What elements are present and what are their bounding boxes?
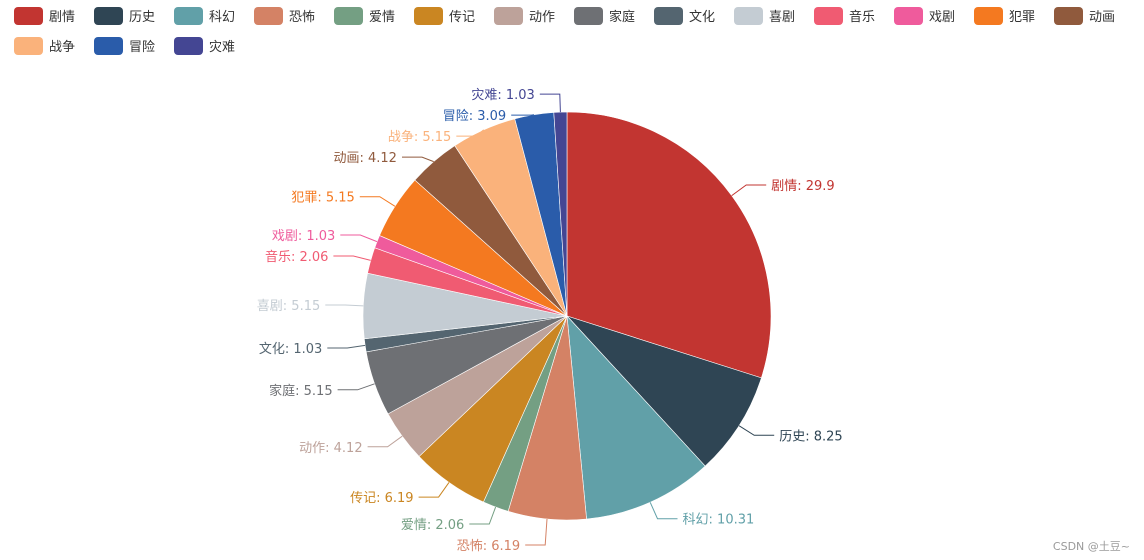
- leader-line-9: [327, 344, 366, 349]
- legend-item-11[interactable]: 音乐: [814, 7, 875, 25]
- legend-item-8[interactable]: 家庭: [574, 7, 635, 25]
- legend-swatch: [974, 7, 1003, 25]
- leader-line-14: [402, 156, 434, 163]
- leader-line-12: [340, 234, 378, 243]
- slice-label-17: 灾难: 1.03: [471, 87, 534, 103]
- legend-label: 家庭: [609, 9, 635, 25]
- legend-swatch: [94, 37, 123, 55]
- slice-label-4: 恐怖: 6.19: [457, 538, 520, 554]
- slice-label-16: 冒险: 3.09: [443, 109, 506, 124]
- slice-label-10: 喜剧: 5.15: [257, 299, 320, 314]
- legend-swatch: [494, 7, 523, 25]
- slice-label-9: 文化: 1.03: [259, 342, 322, 357]
- legend-item-10[interactable]: 喜剧: [734, 7, 795, 25]
- leader-line-7: [367, 435, 403, 448]
- legend-swatch: [174, 37, 203, 55]
- legend-label: 音乐: [849, 9, 875, 25]
- slice-label-12: 戏剧: 1.03: [272, 229, 335, 244]
- legend-item-1[interactable]: 剧情: [14, 7, 75, 25]
- leader-line-13: [359, 196, 396, 207]
- legend-label: 喜剧: [769, 10, 795, 25]
- legend-swatch: [14, 7, 43, 25]
- legend-label: 动画: [1089, 10, 1115, 25]
- legend-label: 科幻: [209, 10, 235, 25]
- legend-item-5[interactable]: 爱情: [334, 7, 395, 25]
- slice-label-3: 科幻: 10.31: [683, 513, 755, 528]
- legend-item-16[interactable]: 冒险: [94, 37, 155, 55]
- legend-label: 冒险: [129, 40, 155, 55]
- legend-swatch: [94, 7, 123, 25]
- legend-item-4[interactable]: 恐怖: [254, 7, 315, 25]
- legend-swatch: [414, 7, 443, 25]
- legend-item-14[interactable]: 动画: [1054, 7, 1115, 25]
- legend-item-13[interactable]: 犯罪: [974, 7, 1035, 25]
- slice-label-14: 动画: 4.12: [333, 151, 396, 166]
- legend-label: 爱情: [369, 10, 395, 25]
- pie-slice-3[interactable]: [566, 315, 706, 520]
- legend-item-3[interactable]: 科幻: [174, 7, 235, 25]
- legend-item-9[interactable]: 文化: [654, 7, 715, 25]
- legend-label: 文化: [689, 10, 715, 25]
- slice-label-8: 家庭: 5.15: [269, 383, 332, 399]
- leader-line-10: [325, 304, 364, 307]
- legend-swatch: [894, 7, 923, 25]
- legend-label: 传记: [449, 10, 475, 25]
- legend-item-15[interactable]: 战争: [14, 37, 75, 55]
- legend-label: 灾难: [209, 39, 235, 55]
- legend-label: 动作: [529, 10, 555, 25]
- csdn-watermark: CSDN @土豆~: [1052, 540, 1130, 553]
- slice-label-2: 历史: 8.25: [779, 429, 842, 444]
- slice-label-6: 传记: 6.19: [350, 491, 413, 506]
- legend-item-12[interactable]: 戏剧: [894, 7, 955, 25]
- legend-swatch: [254, 7, 283, 25]
- slice-label-1: 剧情: 29.9: [771, 179, 834, 194]
- slice-label-13: 犯罪: 5.15: [291, 191, 354, 206]
- legend-item-7[interactable]: 动作: [494, 7, 555, 25]
- legend-label: 恐怖: [289, 9, 315, 25]
- leader-line-15: [456, 129, 485, 137]
- legend-label: 历史: [129, 10, 155, 25]
- pie-slice-17[interactable]: [553, 111, 568, 317]
- slice-label-7: 动作: 4.12: [299, 441, 362, 456]
- legend-item-2[interactable]: 历史: [94, 7, 155, 25]
- pie-slices[interactable]: [362, 111, 772, 521]
- slice-labels: 剧情: 29.9 历史: 8.25 科幻: 10.31 恐怖: 6.19 爱情: 2.0…: [257, 87, 843, 554]
- legend-swatch: [334, 7, 363, 25]
- legend-label: 剧情: [49, 10, 75, 25]
- legend-item-17[interactable]: 灾难: [174, 37, 235, 55]
- leader-line-17: [539, 93, 561, 113]
- legend-swatch: [574, 7, 603, 25]
- leader-line-5: [469, 506, 497, 525]
- legend-label: 犯罪: [1009, 10, 1035, 25]
- pie-slice-1[interactable]: [566, 111, 772, 379]
- leader-line-1: [731, 184, 767, 197]
- pie-slice-2[interactable]: [566, 315, 762, 467]
- leader-line-8: [337, 383, 375, 391]
- slice-label-5: 爱情: 2.06: [401, 518, 464, 533]
- leader-line-2: [738, 425, 775, 436]
- legend-label: 战争: [49, 40, 75, 55]
- leader-line-3: [649, 502, 678, 520]
- legend-item-6[interactable]: 传记: [414, 7, 475, 25]
- legend-swatch: [734, 7, 763, 25]
- leader-line-4: [525, 518, 548, 546]
- legend-swatch: [1054, 7, 1083, 25]
- legend-swatch: [814, 7, 843, 25]
- leader-line-11: [333, 255, 371, 261]
- leader-line-6: [418, 482, 450, 498]
- legend-swatch: [174, 7, 203, 25]
- slice-label-15: 战争: 5.15: [388, 130, 451, 145]
- legend-swatch: [654, 7, 683, 25]
- legend-label: 戏剧: [929, 10, 955, 25]
- slice-label-11: 音乐: 2.06: [265, 249, 328, 265]
- legend-swatch: [14, 37, 43, 55]
